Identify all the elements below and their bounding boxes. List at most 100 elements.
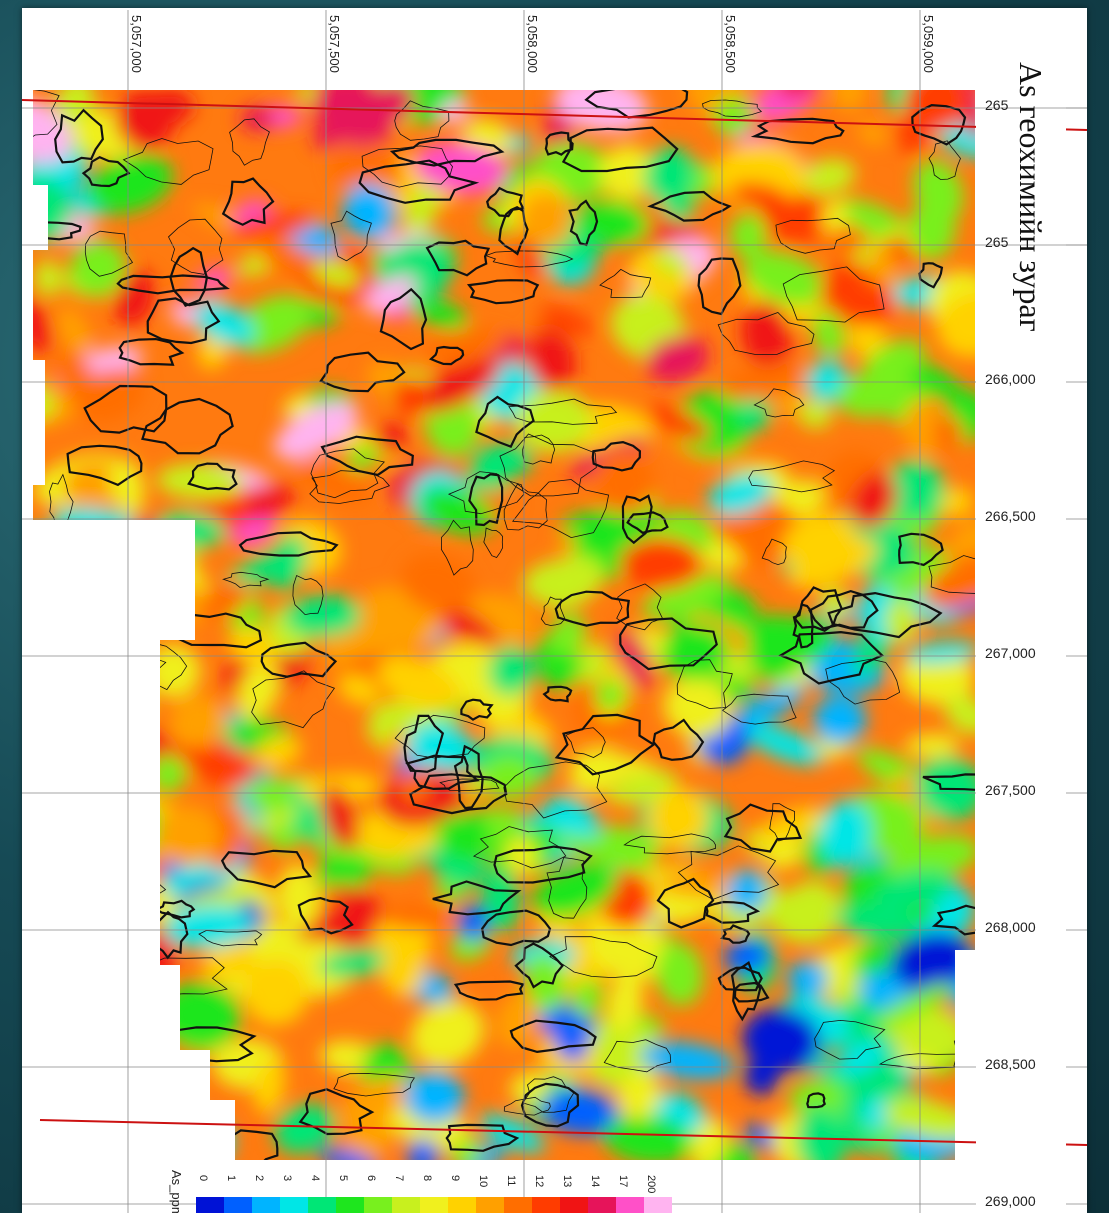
concentration-patch: [653, 247, 688, 278]
concentration-patch: [813, 695, 867, 745]
contour-line: [33, 1117, 115, 1160]
concentration-patch: [33, 917, 78, 986]
contour-line: [565, 727, 606, 758]
contour-line: [116, 274, 230, 295]
concentration-patch: [33, 619, 47, 663]
concentration-patch: [255, 735, 302, 769]
contour-line: [309, 470, 391, 504]
concentration-patch: [338, 674, 380, 705]
concentration-patch: [835, 372, 910, 417]
concentration-patch: [578, 199, 649, 246]
legend-swatch: [196, 1197, 224, 1213]
concentration-patch: [577, 1020, 663, 1089]
legend-label: 6: [365, 1175, 377, 1181]
concentration-patch: [799, 158, 856, 196]
contour-line: [548, 936, 658, 979]
contour-line: [292, 574, 324, 616]
contour-line: [251, 670, 336, 729]
legend-swatch: [308, 1197, 336, 1213]
concentration-patch: [379, 903, 455, 930]
concentration-patch: [33, 721, 101, 775]
concentration-patch: [742, 1007, 821, 1073]
contour-line: [466, 279, 540, 305]
contour-line: [97, 647, 167, 680]
concentration-patch: [833, 903, 922, 941]
concentration-patch: [57, 982, 125, 1025]
concentration-patch: [33, 292, 52, 353]
contour-line: [599, 268, 652, 299]
contour-line: [33, 1142, 70, 1160]
concentration-patch: [70, 240, 127, 296]
contour-line: [928, 555, 975, 596]
concentration-patch: [495, 992, 540, 1049]
concentration-patch: [736, 396, 772, 430]
legend-swatch: [252, 1197, 280, 1213]
contour-line: [603, 1039, 672, 1073]
contour-line: [481, 909, 552, 947]
contour-line: [310, 448, 385, 499]
concentration-patch: [273, 401, 359, 460]
contour-line: [445, 1123, 520, 1152]
concentration-patch: [236, 663, 280, 720]
concentration-patch: [795, 1107, 847, 1160]
legend-label: 17: [617, 1175, 629, 1187]
contour-line: [619, 617, 718, 671]
legend-label: 5: [337, 1175, 349, 1181]
concentration-patch: [812, 310, 846, 358]
concentration-patch: [488, 646, 535, 696]
top-tick-label: 5,057,500: [327, 15, 342, 73]
contour-line: [81, 155, 131, 188]
concentration-patch: [33, 977, 75, 1017]
right-tick-label: 267,500: [985, 782, 1036, 798]
concentration-patch: [76, 679, 151, 722]
contour-line: [554, 713, 656, 776]
concentration-patch: [284, 594, 363, 638]
concentration-patch: [109, 458, 145, 515]
concentration-patch: [883, 1098, 975, 1140]
concentration-patch: [531, 863, 618, 919]
contour-line: [704, 900, 761, 924]
legend-label: 9: [449, 1175, 461, 1181]
contour-line: [484, 250, 574, 268]
contour-line: [460, 698, 494, 721]
concentration-patch: [729, 212, 767, 258]
contour-line: [493, 845, 593, 884]
legend-swatch: [476, 1197, 504, 1213]
contour-line: [616, 583, 664, 631]
concentration-patch: [541, 1089, 620, 1135]
legend-swatch: [588, 1197, 616, 1213]
concentration-patch: [319, 1147, 379, 1160]
concentration-patch: [645, 404, 710, 441]
contour-line: [806, 1092, 826, 1109]
concentration-patch: [798, 399, 833, 429]
concentration-patch: [874, 983, 954, 1027]
legend-title: As_ppm: [169, 1170, 184, 1213]
concentration-patch: [944, 695, 975, 735]
concentration-patch: [778, 90, 818, 97]
contour-line: [697, 257, 742, 316]
concentration-patch: [168, 696, 229, 749]
contour-line: [141, 397, 234, 455]
concentration-patch: [403, 178, 440, 242]
contour-line: [33, 90, 60, 144]
contour-line: [647, 190, 732, 222]
contour-line: [358, 159, 480, 204]
contour-line: [220, 849, 313, 889]
contour-line: [677, 845, 780, 900]
concentration-patch: [461, 1143, 507, 1160]
contour-line: [498, 205, 529, 256]
concentration-patch: [45, 923, 123, 964]
concentration-patch: [33, 557, 77, 607]
legend-label: 1: [225, 1175, 237, 1181]
contour-line: [389, 138, 505, 167]
contour-line: [508, 398, 618, 425]
concentration-patch: [857, 120, 889, 146]
right-tick-label: 266,500: [985, 508, 1036, 524]
contour-line: [623, 833, 717, 855]
contour-line: [198, 930, 263, 947]
concentration-patch: [243, 958, 309, 1026]
concentration-patch: [690, 1119, 729, 1160]
concentration-patch: [33, 536, 91, 597]
concentration-patch: [730, 182, 790, 207]
